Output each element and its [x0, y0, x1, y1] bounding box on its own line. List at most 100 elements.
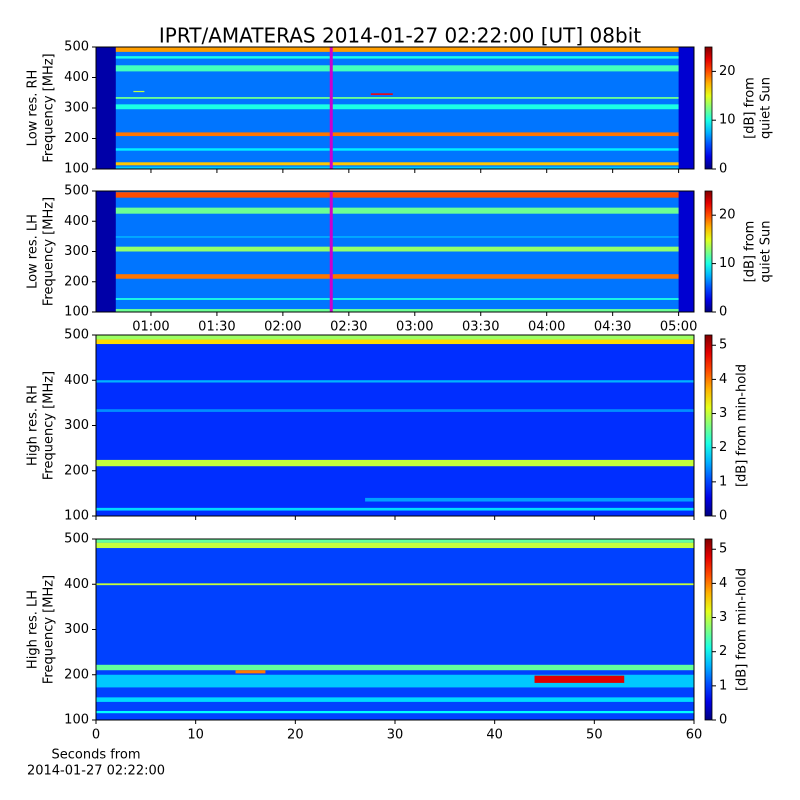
x-tick-label: 0 [92, 728, 100, 743]
x-axis-label: 2014-01-27 02:22:00 [27, 764, 165, 779]
colorbar-tick-label: 2 [719, 440, 727, 455]
colorbar-tick-label: 10 [719, 113, 736, 128]
x-tick-label: 03:00 [396, 320, 433, 335]
colorbar-tick-label: 2 [719, 644, 727, 659]
spectrogram-cell [96, 339, 694, 345]
colorbar-tick-label: 4 [719, 372, 727, 387]
spectrogram-cell [96, 697, 694, 702]
y-tick-label: 500 [64, 532, 89, 547]
colorbar-tick-label: 4 [719, 576, 727, 591]
y-tick-label: 400 [64, 577, 89, 592]
colorbar-label: quiet Sun [759, 220, 774, 282]
colorbar-tick-label: 20 [719, 64, 736, 79]
y-tick-label: 200 [64, 274, 89, 289]
spectrogram-background [96, 335, 694, 516]
colorbar-tick-label: 10 [719, 256, 736, 271]
spectrogram-cell [96, 192, 694, 198]
x-tick-label: 03:30 [462, 320, 499, 335]
colorbar-tick-label: 0 [719, 305, 727, 320]
spectrogram-cell [96, 539, 694, 543]
spectrogram-cell [96, 308, 694, 312]
x-tick-label: 02:00 [264, 320, 301, 335]
colorbar-tick-label: 5 [719, 542, 727, 557]
spectrogram-cell [96, 507, 694, 511]
figure-title: IPRT/AMATERAS 2014-01-27 02:22:00 [UT] 0… [159, 24, 641, 48]
x-tick-label: 01:30 [198, 320, 235, 335]
spectrogram-cell [96, 207, 694, 214]
spectrogram-cell [96, 148, 694, 151]
colorbar [704, 334, 713, 517]
y-tick-label: 200 [64, 131, 89, 146]
y-tick-label: 300 [64, 622, 89, 637]
y-tick-label: 200 [64, 667, 89, 682]
y-tick-label: 100 [64, 162, 89, 177]
spectrogram-cell [370, 93, 393, 95]
spectrogram-cell [96, 65, 694, 72]
y-tick-label: 500 [64, 328, 89, 343]
colorbar-tick-label: 20 [719, 208, 736, 223]
spectrogram-cell [96, 380, 694, 383]
spectrogram-cell [96, 542, 694, 549]
spectrogram-cell [96, 710, 694, 714]
spectrogram-cell [133, 90, 145, 93]
y-axis-label: High res. RH [26, 385, 41, 466]
y-axis-label: Frequency [MHz] [42, 371, 57, 480]
y-tick-label: 100 [64, 305, 89, 320]
spectrogram-background [96, 539, 694, 720]
spectrogram-cell [96, 664, 694, 671]
y-tick-label: 400 [64, 214, 89, 229]
x-tick-label: 02:30 [330, 320, 367, 335]
spectrogram-cell [365, 497, 694, 502]
colorbar-label: [dB] from [743, 77, 758, 139]
colorbar-tick-label: 3 [719, 406, 727, 421]
spectrogram-cell [96, 47, 694, 52]
y-axis-label: Frequency [MHz] [42, 575, 57, 684]
spectrogram-cell [534, 675, 625, 683]
colorbar-tick-label: 0 [719, 509, 727, 524]
spectrogram-cell [96, 104, 694, 110]
colorbar-label: quiet Sun [759, 77, 774, 139]
colorbar-tick-label: 1 [719, 678, 727, 693]
spectrogram-cell [96, 97, 694, 99]
spectrogram-cell [96, 583, 694, 586]
spectrogram-cell [96, 274, 694, 279]
x-tick-label: 20 [287, 728, 304, 743]
x-tick-label: 04:30 [594, 320, 631, 335]
spectrogram-cell [96, 409, 694, 412]
x-tick-label: 10 [187, 728, 204, 743]
spectrogram-cell [96, 246, 694, 252]
colorbar-label: [dB] from min-hold [735, 568, 750, 691]
spectrogram-cell [96, 47, 116, 169]
y-tick-label: 100 [64, 509, 89, 524]
spectrogram-cell [96, 56, 694, 59]
x-tick-label: 04:00 [528, 320, 565, 335]
x-tick-label: 60 [686, 728, 703, 743]
colorbar-tick-label: 3 [719, 610, 727, 625]
y-tick-label: 400 [64, 70, 89, 85]
colorbar [704, 46, 713, 170]
spectrogram-cell [678, 47, 694, 169]
spectrogram-cell [96, 335, 694, 340]
y-tick-label: 300 [64, 101, 89, 116]
y-axis-label: Frequency [MHz] [42, 53, 57, 162]
y-tick-label: 200 [64, 463, 89, 478]
spectrogram-cell [678, 191, 694, 312]
spectrogram-cell [96, 166, 694, 169]
y-tick-label: 300 [64, 244, 89, 259]
colorbar-tick-label: 1 [719, 474, 727, 489]
spectrogram-cell [235, 670, 266, 674]
x-tick-label: 50 [586, 728, 603, 743]
spectrogram-cell [96, 298, 694, 300]
y-axis-label: Low res. LH [26, 214, 41, 289]
y-axis-label: Low res. RH [26, 70, 41, 147]
spectrogram-cell [96, 191, 116, 312]
colorbar [704, 538, 713, 721]
x-axis-label: Seconds from [51, 748, 140, 763]
y-tick-label: 300 [64, 418, 89, 433]
y-axis-label: Frequency [MHz] [42, 197, 57, 306]
y-tick-label: 500 [64, 184, 89, 199]
y-tick-label: 100 [64, 713, 89, 728]
y-tick-label: 500 [64, 40, 89, 55]
spectrogram-cell [96, 236, 694, 238]
